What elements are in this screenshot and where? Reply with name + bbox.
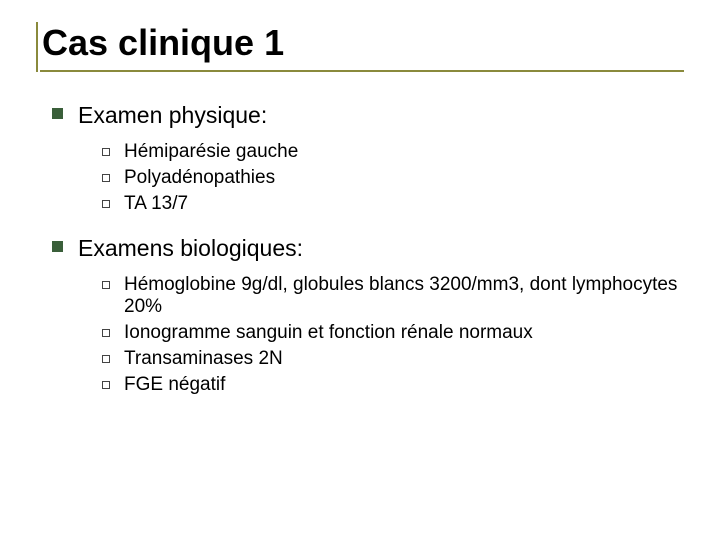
list-item: Examens biologiques: Hémoglobine 9g/dl, …	[52, 235, 684, 396]
list-item-text: TA 13/7	[124, 193, 188, 214]
square-bullet-icon	[52, 108, 63, 119]
hollow-square-bullet-icon	[102, 329, 110, 337]
list-item: FGE négatif	[102, 374, 684, 396]
hollow-square-bullet-icon	[102, 381, 110, 389]
list-item: Examen physique: Hémiparésie gauche Poly…	[52, 102, 684, 215]
slide-content: Examen physique: Hémiparésie gauche Poly…	[36, 72, 684, 396]
bullet-list-level2: Hémiparésie gauche Polyadénopathies TA 1…	[78, 129, 684, 215]
hollow-square-bullet-icon	[102, 281, 110, 289]
title-rule: Cas clinique 1	[36, 22, 684, 72]
section-heading: Examens biologiques:	[78, 235, 303, 261]
list-item: TA 13/7	[102, 193, 684, 215]
list-item: Transaminases 2N	[102, 348, 684, 370]
list-item-text: Transaminases 2N	[124, 348, 283, 369]
hollow-square-bullet-icon	[102, 174, 110, 182]
list-item: Hémoglobine 9g/dl, globules blancs 3200/…	[102, 274, 684, 318]
list-item: Hémiparésie gauche	[102, 141, 684, 163]
list-item-text: Ionogramme sanguin et fonction rénale no…	[124, 322, 533, 343]
list-item-text: Hémiparésie gauche	[124, 141, 298, 162]
list-item: Polyadénopathies	[102, 167, 684, 189]
list-item-text: Polyadénopathies	[124, 167, 275, 188]
list-item-text: FGE négatif	[124, 374, 225, 395]
hollow-square-bullet-icon	[102, 148, 110, 156]
slide-title: Cas clinique 1	[40, 22, 684, 72]
hollow-square-bullet-icon	[102, 200, 110, 208]
list-item-text: Hémoglobine 9g/dl, globules blancs 3200/…	[124, 274, 677, 317]
list-item: Ionogramme sanguin et fonction rénale no…	[102, 322, 684, 344]
bullet-list-level2: Hémoglobine 9g/dl, globules blancs 3200/…	[78, 262, 684, 396]
square-bullet-icon	[52, 241, 63, 252]
bullet-list-level1: Examen physique: Hémiparésie gauche Poly…	[52, 102, 684, 396]
section-heading: Examen physique:	[78, 102, 267, 128]
slide: Cas clinique 1 Examen physique: Hémiparé…	[0, 0, 720, 540]
hollow-square-bullet-icon	[102, 355, 110, 363]
